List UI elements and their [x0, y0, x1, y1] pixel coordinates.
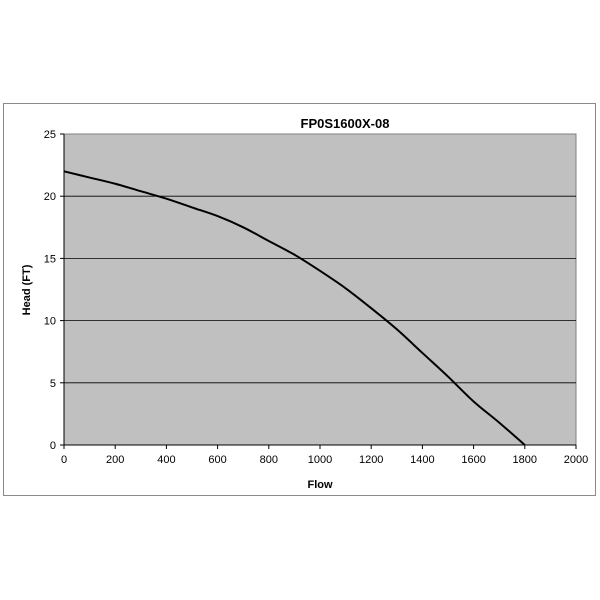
y-tick-label: 0: [50, 440, 56, 452]
x-tick-label: 1600: [461, 454, 485, 466]
x-tick-label: 1800: [513, 454, 537, 466]
y-tick-label: 5: [50, 378, 56, 390]
chart-frame: [3, 103, 596, 496]
x-tick-label: 200: [106, 454, 124, 466]
x-tick-label: 800: [260, 454, 278, 466]
plot-area: [63, 133, 577, 446]
x-tick-label: 600: [208, 454, 226, 466]
x-tick-label: 400: [157, 454, 175, 466]
y-tick-label: 15: [44, 253, 56, 265]
x-axis-label: Flow: [307, 479, 332, 491]
x-tick-label: 1000: [308, 454, 332, 466]
y-tick-label: 25: [44, 129, 56, 141]
x-tick-label: 0: [61, 454, 67, 466]
y-tick-label: 10: [44, 316, 56, 328]
x-tick-label: 1200: [359, 454, 383, 466]
x-tick-label: 1400: [410, 454, 434, 466]
pump-curve-line: [63, 170, 526, 446]
y-axis-label: Head (FT): [21, 264, 33, 315]
x-tick-label: 2000: [564, 454, 588, 466]
chart-title: FP0S1600X-08: [301, 116, 390, 131]
y-tick-label: 20: [44, 191, 56, 203]
